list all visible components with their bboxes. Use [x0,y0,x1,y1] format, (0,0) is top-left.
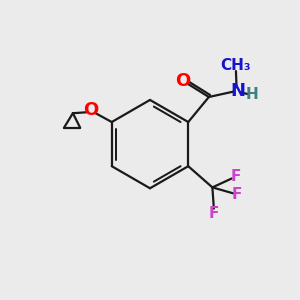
Text: N: N [230,82,245,100]
Text: F: F [232,187,242,202]
Text: H: H [246,87,259,102]
Text: F: F [230,169,241,184]
Text: F: F [209,206,219,221]
Text: O: O [175,72,190,90]
Text: O: O [83,101,99,119]
Text: CH₃: CH₃ [220,58,251,73]
